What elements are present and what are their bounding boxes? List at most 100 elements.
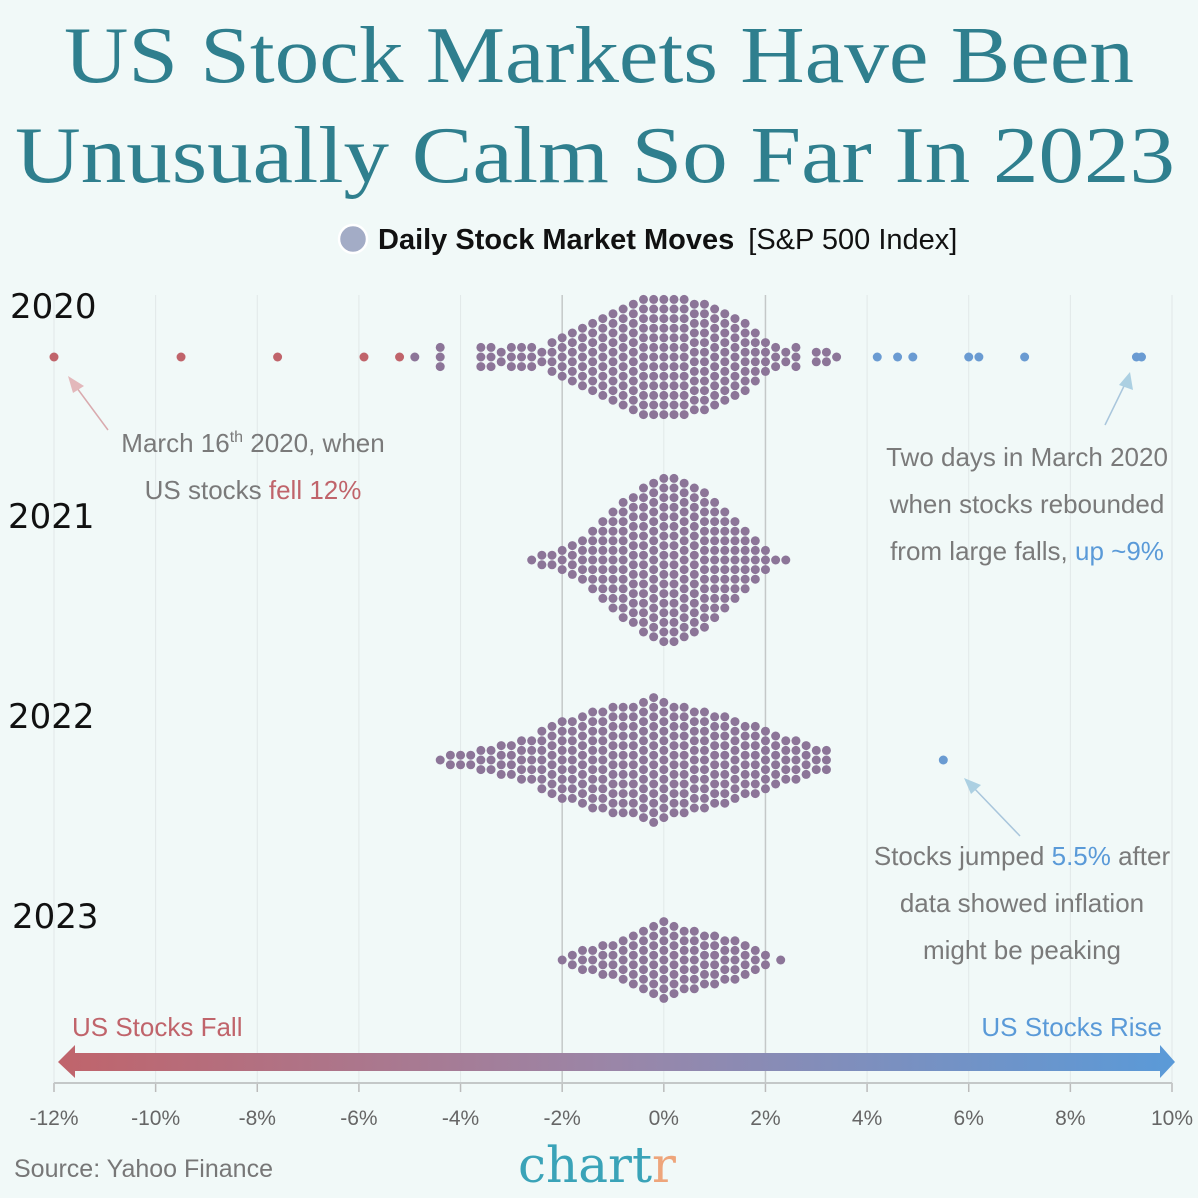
data-point	[598, 545, 608, 555]
data-point	[689, 774, 699, 784]
data-point	[730, 717, 740, 727]
data-point	[730, 352, 740, 362]
data-point	[578, 741, 588, 751]
data-point	[679, 497, 689, 507]
data-point	[608, 731, 618, 741]
data-point	[618, 974, 628, 984]
data-point	[547, 550, 557, 560]
data-point	[638, 362, 648, 372]
data-point	[679, 955, 689, 965]
data-point	[588, 347, 598, 357]
data-point	[598, 517, 608, 527]
data-point	[740, 960, 750, 970]
data-point	[750, 357, 760, 367]
data-point	[527, 362, 537, 372]
data-point	[598, 390, 608, 400]
data-point	[659, 550, 669, 560]
data-point	[720, 555, 730, 565]
data-point	[649, 989, 659, 999]
data-point	[659, 936, 669, 946]
data-point	[740, 721, 750, 731]
data-point	[699, 555, 709, 565]
data-point	[578, 333, 588, 343]
data-point	[720, 376, 730, 386]
data-point	[638, 371, 648, 381]
data-point	[821, 755, 831, 765]
data-point	[588, 765, 598, 775]
data-point	[669, 627, 679, 637]
data-point	[699, 969, 709, 979]
data-point	[689, 395, 699, 405]
data-point	[908, 352, 918, 362]
data-point	[669, 721, 679, 731]
data-point	[689, 926, 699, 936]
data-point	[740, 565, 750, 575]
annotation-rebound: Two days in March 2020 when stocks rebou…	[886, 372, 1168, 566]
data-point	[699, 386, 709, 396]
data-point	[659, 323, 669, 333]
data-point	[740, 338, 750, 348]
data-point	[679, 945, 689, 955]
data-point	[628, 386, 638, 396]
data-point	[659, 390, 669, 400]
data-point	[588, 965, 598, 975]
data-point	[740, 376, 750, 386]
data-point	[689, 955, 699, 965]
data-point	[659, 304, 669, 314]
data-point	[649, 808, 659, 818]
data-point	[608, 779, 618, 789]
data-point	[740, 545, 750, 555]
data-point	[720, 386, 730, 396]
data-point	[760, 555, 770, 565]
data-point	[730, 774, 740, 784]
data-point	[638, 608, 648, 618]
data-point	[527, 774, 537, 784]
data-point	[771, 731, 781, 741]
data-point	[598, 803, 608, 813]
data-point	[679, 632, 689, 642]
data-point	[649, 507, 659, 517]
data-point	[699, 745, 709, 755]
data-point	[740, 789, 750, 799]
data-point	[669, 931, 679, 941]
data-point	[557, 736, 567, 746]
data-point	[608, 318, 618, 328]
data-point	[527, 555, 537, 565]
data-point	[598, 342, 608, 352]
data-point	[710, 565, 720, 575]
data-point	[699, 593, 709, 603]
data-point	[628, 502, 638, 512]
data-point	[649, 593, 659, 603]
data-point	[699, 803, 709, 813]
data-point	[435, 342, 445, 352]
data-point	[557, 362, 567, 372]
data-point	[547, 357, 557, 367]
data-point	[638, 352, 648, 362]
data-point	[740, 750, 750, 760]
data-point	[588, 793, 598, 803]
data-point	[689, 793, 699, 803]
data-point	[720, 712, 730, 722]
data-point	[598, 526, 608, 536]
data-point	[578, 536, 588, 546]
data-point	[710, 769, 720, 779]
data-point	[689, 765, 699, 775]
data-point	[618, 945, 628, 955]
data-point	[410, 352, 420, 362]
data-point	[547, 721, 557, 731]
data-point	[608, 309, 618, 319]
data-point	[598, 707, 608, 717]
data-point	[679, 478, 689, 488]
data-point	[638, 323, 648, 333]
data-point	[517, 342, 527, 352]
data-point	[710, 555, 720, 565]
data-point	[669, 589, 679, 599]
svg-text:Daily Stock Market Moves: Daily Stock Market Moves [S&P 500 Index]	[378, 224, 957, 256]
data-point	[710, 760, 720, 770]
data-point	[649, 545, 659, 555]
data-point	[720, 395, 730, 405]
data-point	[567, 745, 577, 755]
data-point	[638, 342, 648, 352]
data-point	[588, 357, 598, 367]
data-point	[557, 545, 567, 555]
